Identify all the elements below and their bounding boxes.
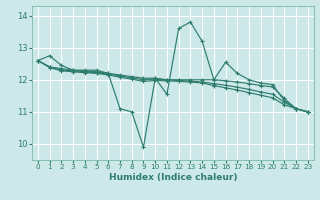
X-axis label: Humidex (Indice chaleur): Humidex (Indice chaleur) xyxy=(108,173,237,182)
